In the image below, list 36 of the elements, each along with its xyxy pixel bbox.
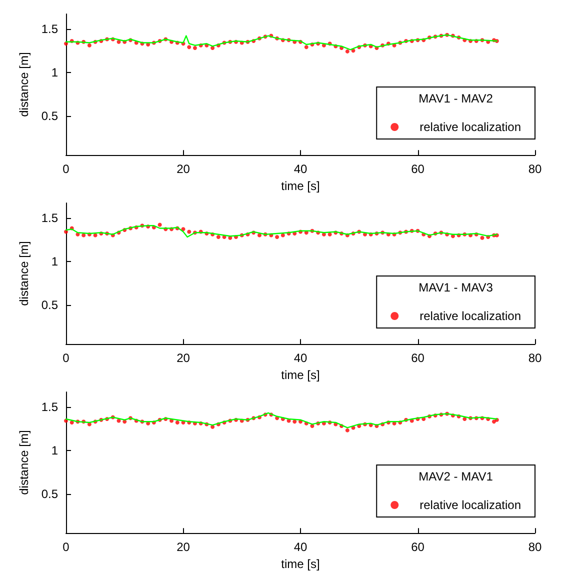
x-tick-label: 20 — [176, 351, 190, 366]
y-tick-label: 1 — [51, 443, 58, 458]
y-tick-label: 0.5 — [41, 108, 58, 123]
x-tick-label: 60 — [411, 540, 425, 554]
y-tick-label: 0.5 — [41, 486, 58, 501]
legend-label: relative localization — [420, 498, 522, 512]
x-tick-label: 40 — [294, 540, 308, 554]
legend-title: MAV1 - MAV2 — [418, 92, 494, 106]
y-tick-label: 1.5 — [41, 210, 58, 225]
legend-label: relative localization — [420, 120, 522, 134]
y-axis-title: distance [m] — [17, 430, 31, 495]
x-tick-label: 80 — [528, 162, 542, 176]
y-tick-label: 1.5 — [41, 400, 58, 414]
y-tick-label: 1 — [51, 65, 58, 80]
x-tick-label: 40 — [294, 162, 308, 176]
y-tick-label: 1 — [51, 254, 58, 268]
x-tick-label: 0 — [62, 162, 70, 176]
y-axis-title: distance [m] — [17, 52, 31, 117]
x-tick-label: 20 — [176, 540, 190, 554]
x-axis-title: time [s] — [281, 368, 320, 382]
x-tick-label: 20 — [176, 162, 190, 176]
y-axis-title: distance [m] — [17, 241, 31, 306]
x-tick-label: 80 — [528, 540, 542, 554]
x-tick-label: 60 — [411, 162, 425, 176]
x-tick-label: 40 — [294, 351, 308, 366]
x-tick-label: 0 — [62, 351, 70, 366]
y-tick-label: 0.5 — [41, 298, 58, 312]
x-tick-label: 60 — [411, 351, 425, 366]
x-axis-title: time [s] — [281, 557, 320, 571]
y-tick-label: 1.5 — [41, 22, 58, 36]
x-tick-label: 80 — [528, 351, 542, 366]
x-tick-label: 0 — [62, 540, 70, 554]
legend-title: MAV1 - MAV3 — [418, 280, 494, 294]
x-axis-title: time [s] — [281, 179, 320, 193]
legend-label: relative localization — [420, 309, 522, 323]
legend-title: MAV2 - MAV1 — [418, 470, 494, 484]
